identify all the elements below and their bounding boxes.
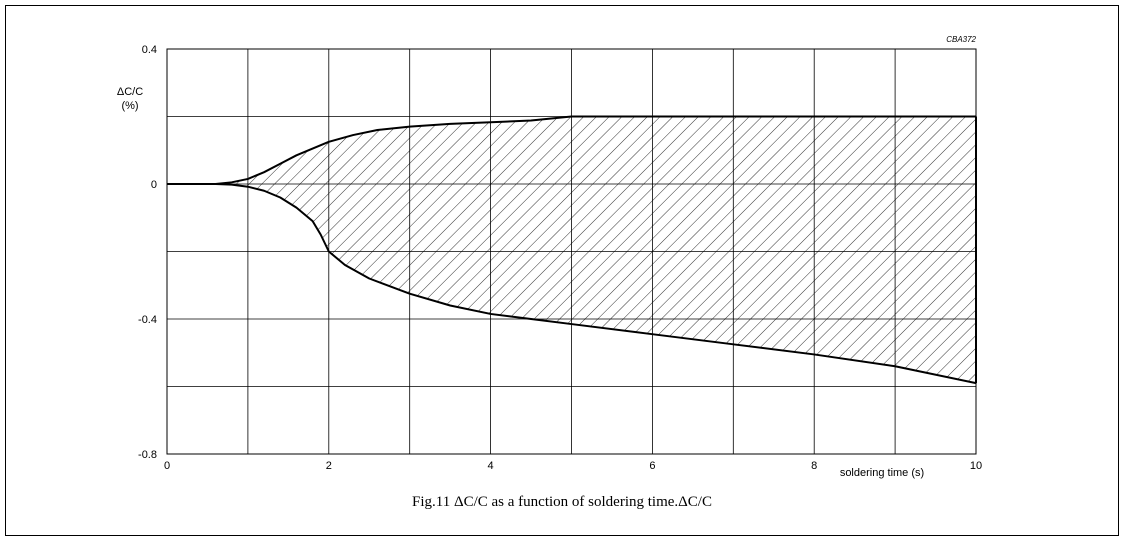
x-axis-label: soldering time (s) (840, 467, 924, 479)
y-axis-unit: (%) (121, 100, 138, 112)
lower-limit-line (167, 183, 977, 385)
upper-limit-line (167, 115, 976, 185)
hatched-band (167, 116, 976, 384)
y-tick-label: 0 (151, 179, 157, 191)
x-tick-label: 4 (488, 460, 494, 472)
y-axis-label: ΔC/C (117, 86, 143, 98)
figure-caption: Fig.11 ΔC/C as a function of soldering t… (412, 494, 712, 510)
x-tick-label: 2 (326, 460, 332, 472)
y-tick-label: -0.8 (138, 449, 157, 461)
hatched-area (167, 116, 976, 384)
y-tick-label: 0.4 (142, 44, 157, 56)
x-tick-label: 8 (811, 460, 817, 472)
x-tick-label: 0 (164, 460, 170, 472)
x-tick-label: 10 (970, 460, 982, 472)
tick-labels: 0 2 4 6 8 10 0.4 0 -0.4 -0.8 (138, 44, 982, 472)
x-tick-label: 6 (649, 460, 655, 472)
figure-code: CBA372 (946, 35, 976, 44)
series-lines (167, 115, 977, 385)
y-tick-label: -0.4 (138, 314, 157, 326)
